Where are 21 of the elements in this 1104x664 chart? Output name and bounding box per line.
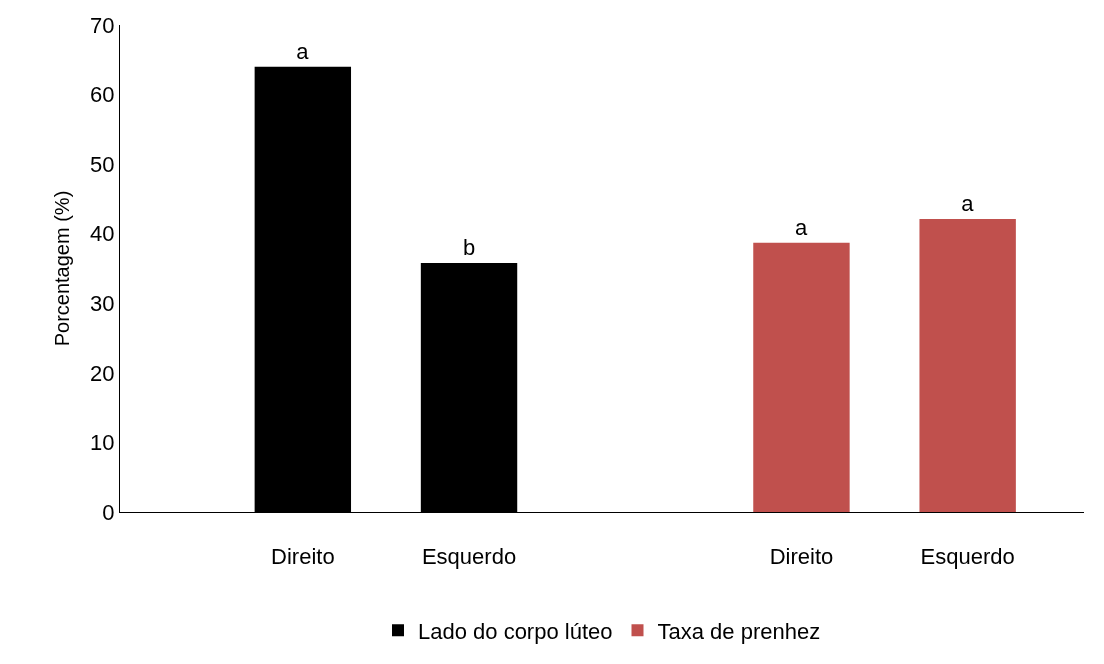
bar [753,242,850,512]
data-label: a [794,214,808,240]
legend-label: Lado do corpo lúteo [418,618,613,644]
x-tick-label: Direito [271,544,335,570]
x-tick-label: Direito [769,544,834,570]
data-label: a [296,38,310,64]
y-tick-label: 10 [90,430,115,456]
legend-label: Taxa de prenhez [657,618,821,644]
y-tick-label: 0 [102,499,115,525]
bar [919,219,1016,512]
x-tick-label: Esquerdo [920,544,1015,570]
y-axis-title: Porcentagem (%) [50,190,73,347]
data-label: b [462,234,476,260]
y-tick-label: 70 [90,12,115,38]
y-tick-label: 50 [90,151,115,177]
y-tick-label: 30 [90,290,115,316]
data-label: a [961,191,975,217]
y-tick-label: 20 [90,360,115,386]
y-tick-label: 40 [90,221,115,247]
x-tick-label: Esquerdo [421,544,517,570]
y-tick-label: 60 [90,82,115,108]
